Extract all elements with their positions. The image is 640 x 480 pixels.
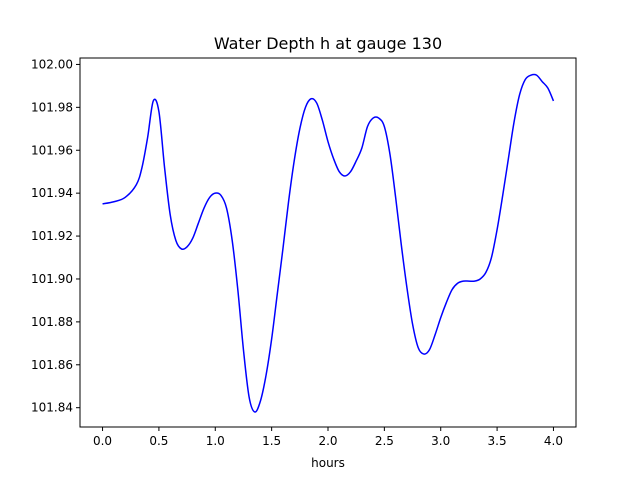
y-tick-label: 101.84 [31,401,73,415]
x-tick-label: 2.0 [318,434,337,448]
x-tick-label: 4.0 [544,434,563,448]
x-tick-label: 0.5 [149,434,168,448]
x-axis: 0.0 0.5 1.0 1.5 2.0 2.5 3.0 3.5 4.0 [93,427,563,448]
x-axis-label: hours [311,456,345,470]
y-tick-label: 101.96 [31,143,73,157]
x-tick-label: 2.5 [375,434,394,448]
y-axis: 101.84 101.86 101.88 101.90 101.92 101.94 101.… [31,57,80,415]
y-tick-label: 101.92 [31,229,73,243]
x-tick-label: 3.5 [488,434,507,448]
x-tick-label: 1.0 [206,434,225,448]
y-tick-label: 101.94 [31,186,73,200]
water-depth-series-line [102,73,555,413]
chart-title: Water Depth h at gauge 130 [214,34,442,53]
y-tick-label: 101.98 [31,100,73,114]
x-tick-label: 1.5 [262,434,281,448]
y-tick-label: 102.00 [31,57,73,71]
x-tick-label: 0.0 [93,434,112,448]
y-tick-label: 101.90 [31,272,73,286]
plot-frame [79,57,577,428]
y-tick-label: 101.88 [31,315,73,329]
y-tick-label: 101.86 [31,358,73,372]
x-tick-label: 3.0 [431,434,450,448]
